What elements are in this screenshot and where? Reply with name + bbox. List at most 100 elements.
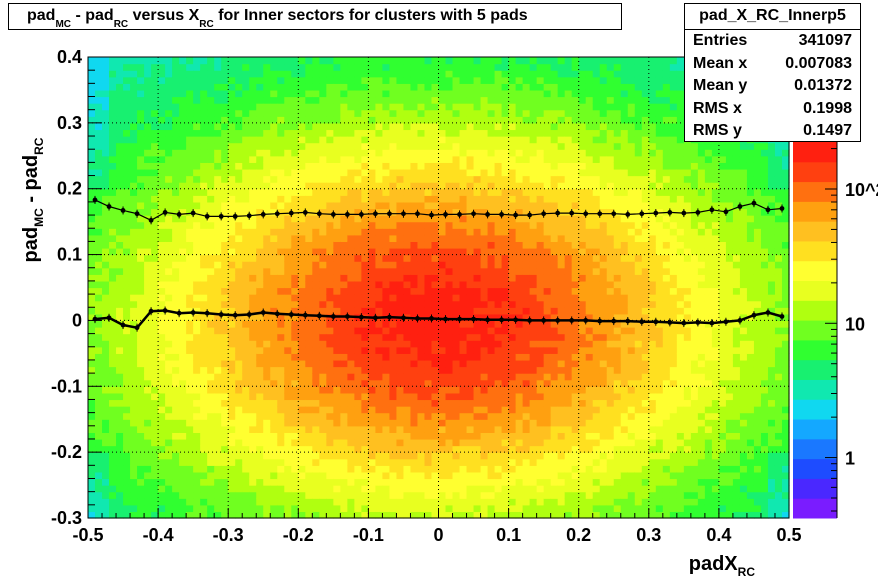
heatmap-cell [557, 432, 566, 440]
heatmap-cell [403, 353, 412, 361]
heatmap-cell [151, 149, 159, 157]
heatmap-cell [221, 76, 229, 84]
heatmap-cell [284, 254, 292, 262]
heatmap-cell [298, 280, 306, 289]
heatmap-cell [368, 122, 377, 131]
heatmap-cell [270, 109, 278, 117]
heatmap-cell [529, 168, 538, 177]
heatmap-cell [284, 327, 292, 335]
heatmap-cell [214, 425, 222, 433]
heatmap-cell [172, 452, 180, 460]
heatmap-cell [158, 261, 166, 269]
heatmap-cell [431, 221, 440, 229]
heatmap-cell [515, 221, 524, 229]
heatmap-cell [340, 399, 348, 407]
heatmap-cell [438, 412, 447, 420]
heatmap-cell [480, 122, 489, 131]
heatmap-cell [417, 333, 426, 341]
heatmap-cell [291, 76, 299, 84]
heatmap-cell [417, 359, 426, 368]
heatmap-cell [361, 247, 369, 256]
heatmap-cell [375, 83, 384, 91]
heatmap-cell [438, 287, 447, 295]
heatmap-cell [123, 353, 131, 361]
heatmap-cell [515, 70, 524, 78]
heatmap-cell [214, 247, 222, 256]
heatmap-cell [445, 406, 454, 414]
heatmap-cell [536, 333, 545, 341]
heatmap-cell [536, 274, 545, 282]
heatmap-cell [277, 379, 285, 387]
heatmap-cell [235, 412, 243, 420]
heatmap-cell [375, 399, 384, 407]
heatmap-cell [480, 168, 489, 177]
heatmap-cell [151, 327, 159, 335]
heatmap-cell [396, 241, 405, 249]
heatmap-cell [228, 412, 236, 420]
heatmap-cell [270, 406, 278, 414]
heatmap-cell [487, 280, 496, 289]
heatmap-cell [578, 63, 587, 71]
heatmap-cell [88, 399, 96, 407]
heatmap-cell [116, 366, 124, 374]
heatmap-cell [200, 221, 208, 229]
heatmap-cell [270, 320, 278, 328]
heatmap-cell [130, 379, 138, 387]
heatmap-cell [298, 412, 306, 420]
heatmap-cell [284, 498, 292, 506]
heatmap-cell [487, 96, 496, 104]
heatmap-cell [172, 392, 180, 401]
heatmap-cell [256, 247, 264, 256]
heatmap-cell [536, 228, 545, 236]
heatmap-cell [277, 247, 285, 256]
heatmap-cell [242, 478, 250, 486]
heatmap-cell [137, 333, 145, 341]
heatmap-cell [494, 247, 503, 256]
heatmap-cell [277, 89, 285, 98]
heatmap-cell [375, 379, 384, 387]
heatmap-cell [333, 498, 341, 506]
heatmap-cell [417, 320, 426, 328]
heatmap-cell [137, 359, 145, 368]
heatmap-cell [291, 96, 299, 104]
heatmap-cell [116, 504, 124, 513]
heatmap-cell [424, 491, 433, 499]
heatmap-cell [361, 478, 369, 486]
heatmap-cell [445, 320, 454, 328]
heatmap-cell [326, 452, 334, 460]
heatmap-cell [375, 471, 384, 480]
heatmap-cell [410, 162, 419, 170]
heatmap-cell [487, 122, 496, 131]
heatmap-cell [494, 373, 503, 381]
heatmap-cell [235, 129, 243, 137]
heatmap-cell [109, 478, 117, 486]
heatmap-cell [130, 280, 138, 289]
heatmap-cell [571, 320, 580, 328]
heatmap-cell [466, 254, 475, 262]
heatmap-cell [382, 373, 391, 381]
heatmap-cell [487, 438, 496, 447]
heatmap-cell [452, 353, 461, 361]
heatmap-cell [361, 109, 369, 117]
heatmap-cell [256, 267, 264, 275]
heatmap-cell [242, 399, 250, 407]
heatmap-cell [305, 313, 313, 322]
heatmap-cell [403, 445, 412, 453]
heatmap-cell [165, 438, 173, 447]
heatmap-cell [459, 96, 468, 104]
heatmap-cell [207, 96, 215, 104]
heatmap-cell [291, 386, 299, 394]
heatmap-cell [431, 267, 440, 275]
heatmap-cell [158, 445, 166, 453]
heatmap-cell [277, 195, 285, 203]
heatmap-cell [375, 333, 384, 341]
heatmap-cell [277, 76, 285, 84]
heatmap-cell [88, 340, 96, 348]
heatmap-cell [130, 491, 138, 499]
heatmap-cell [431, 116, 440, 124]
heatmap-cell [158, 234, 166, 242]
heatmap-cell [375, 162, 384, 170]
heatmap-cell [473, 274, 482, 282]
heatmap-cell [410, 294, 419, 302]
heatmap-cell [88, 327, 96, 335]
